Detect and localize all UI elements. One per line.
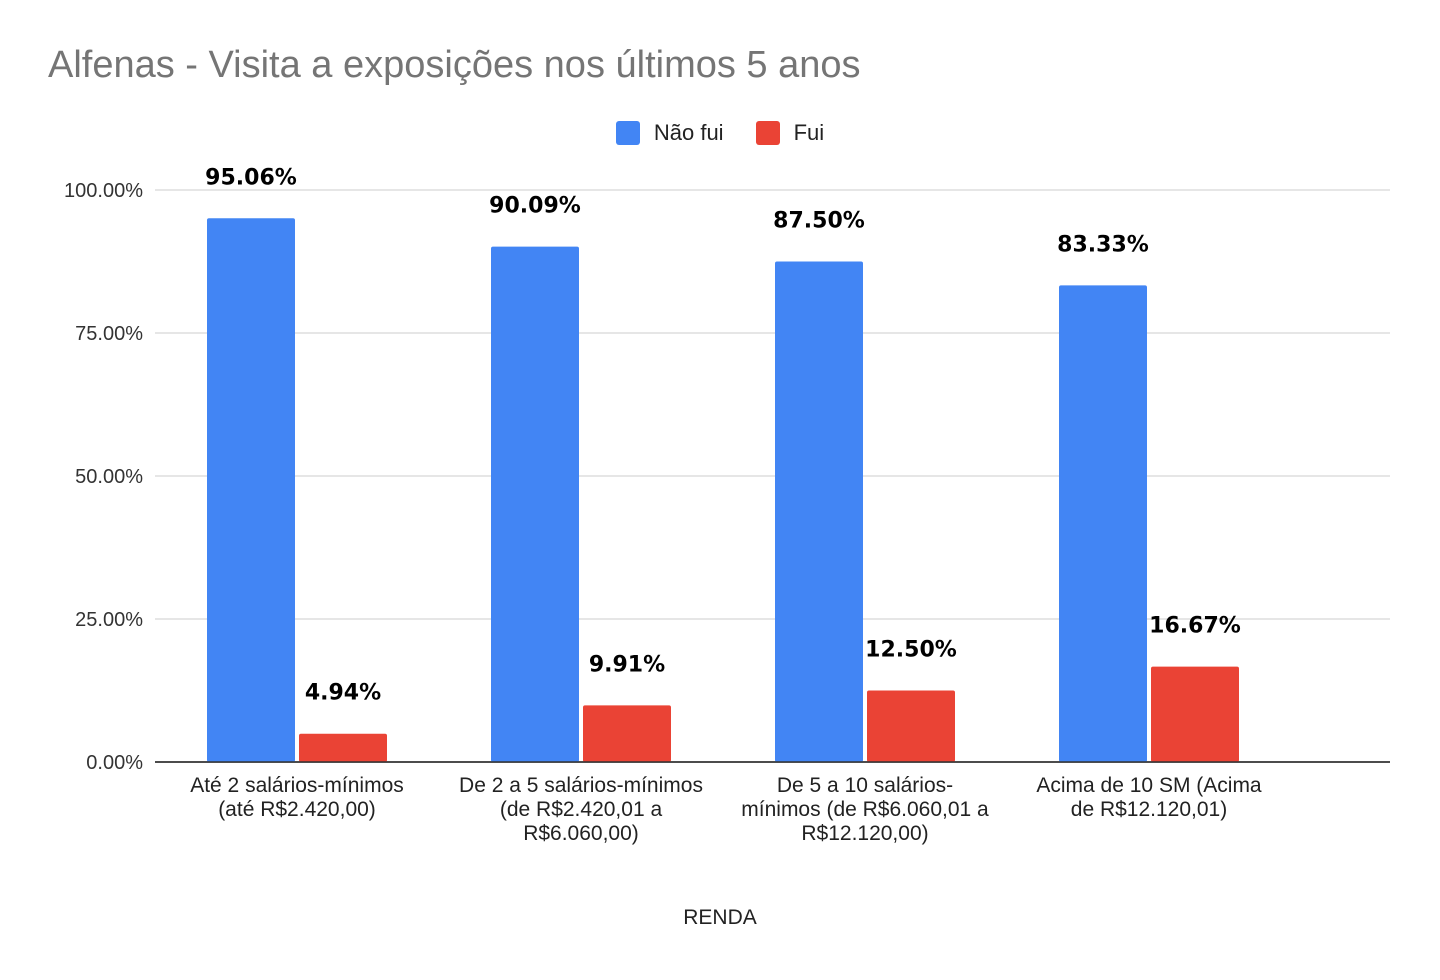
bar-fui (583, 705, 671, 762)
bar-nao-fui (1059, 285, 1147, 762)
legend-label-nao-fui: Não fui (653, 120, 724, 145)
data-label-nao-fui: 83.33% (1057, 232, 1149, 257)
bar-nao-fui (775, 261, 863, 762)
data-label-nao-fui: 87.50% (773, 209, 865, 234)
bars (207, 218, 1239, 763)
y-axis-ticks: 0.00% 25.00% 50.00% 75.00% 100.00% (64, 180, 143, 774)
data-label-fui: 16.67% (1149, 614, 1241, 639)
bar-fui (299, 733, 387, 762)
bar-fui (1151, 666, 1239, 762)
x-category-label: Acima de 10 SM (Acima de R$12.120,01) (1036, 774, 1262, 821)
x-axis-title: RENDA (683, 906, 757, 929)
legend-swatch-fui (755, 121, 780, 145)
data-label-nao-fui: 95.06% (205, 165, 297, 190)
legend: Não fui Fui (0, 116, 1440, 150)
data-label-fui: 4.94% (305, 681, 381, 706)
y-tick-label: 75.00% (75, 323, 143, 345)
y-tick-label: 0.00% (86, 752, 143, 774)
x-category-label: Até 2 salários-mínimos (até R$2.420,00) (190, 774, 404, 821)
data-label-nao-fui: 90.09% (489, 194, 581, 219)
data-labels: 95.06% 4.94% 90.09% 9.91% 87.50% 12.50% 83.33%… (205, 165, 1241, 705)
x-category-label: De 5 a 10 salários-mínimos (de R$6.060,0… (741, 774, 989, 845)
x-category-label: De 2 a 5 salários-mínimos (de R$2.420,01… (459, 774, 703, 845)
legend-label-fui: Fui (793, 120, 825, 145)
data-label-fui: 9.91% (589, 652, 665, 677)
bar-nao-fui (491, 246, 579, 763)
chart-title: Alfenas - Visita a exposições nos último… (48, 44, 861, 86)
y-tick-label: 100.00% (64, 180, 143, 202)
bar-nao-fui (207, 218, 295, 762)
legend-item-fui: Fui (755, 120, 825, 146)
data-label-fui: 12.50% (865, 638, 957, 663)
legend-swatch-nao-fui (615, 121, 640, 145)
y-tick-label: 50.00% (75, 466, 143, 488)
legend-item-nao-fui: Não fui (615, 120, 724, 146)
bar-fui (867, 690, 955, 762)
y-tick-label: 25.00% (75, 609, 143, 631)
